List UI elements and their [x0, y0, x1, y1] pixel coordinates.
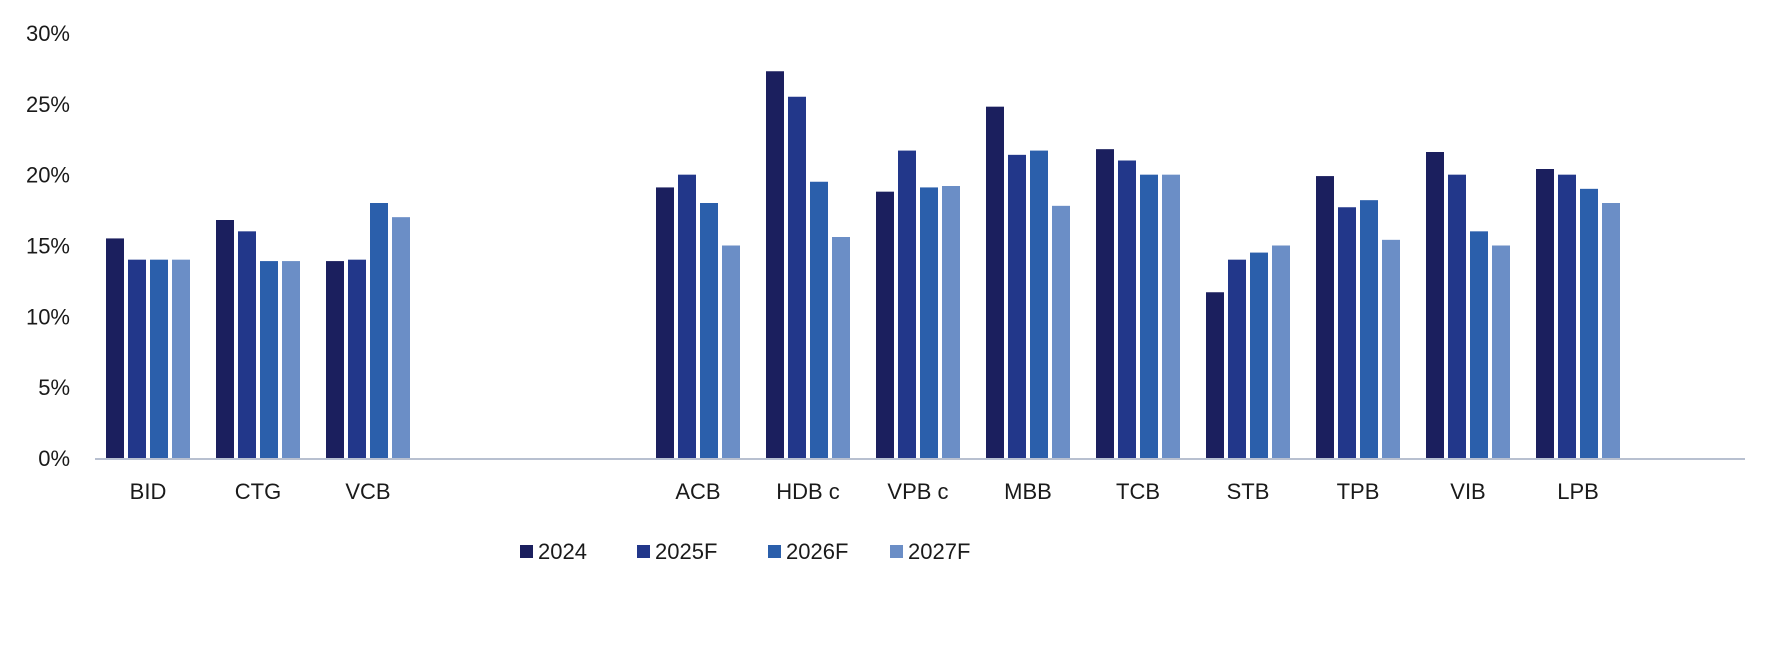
- bar-ctg-2024: [216, 220, 234, 458]
- bar-mbb-2027f: [1052, 205, 1070, 458]
- bar-vib-2025f: [1448, 174, 1466, 458]
- bar-mbb-2024: [986, 106, 1004, 459]
- bar-acb-2027f: [722, 245, 740, 458]
- legend-item: 2026F: [768, 539, 848, 564]
- y-tick-label: 10%: [26, 304, 70, 329]
- bar-vib-2024: [1426, 152, 1444, 458]
- x-tick-label: LPB: [1557, 479, 1599, 504]
- legend-swatch: [637, 545, 650, 558]
- bar-vcb-2024: [326, 261, 344, 458]
- bar-bid-2027f: [172, 259, 190, 458]
- x-tick-label: HDB c: [776, 479, 840, 504]
- bar-lpb-2026f: [1580, 188, 1598, 459]
- bar-hdb-c-2026f: [810, 181, 828, 458]
- y-tick-label: 20%: [26, 163, 70, 188]
- x-tick-label: VPB c: [887, 479, 948, 504]
- bar-stb-2027f: [1272, 245, 1290, 458]
- legend-label: 2027F: [908, 539, 970, 564]
- bar-ctg-2027f: [282, 261, 300, 458]
- bar-bid-2025f: [128, 259, 146, 458]
- bar-lpb-2024: [1536, 169, 1554, 458]
- bar-ctg-2026f: [260, 261, 278, 458]
- bar-acb-2025f: [678, 174, 696, 458]
- x-tick-label: VIB: [1450, 479, 1485, 504]
- x-tick-label: TPB: [1337, 479, 1380, 504]
- bar-stb-2026f: [1250, 252, 1268, 458]
- bar-tpb-2024: [1316, 176, 1334, 459]
- legend-item: 2027F: [890, 539, 970, 564]
- bar-bid-2024: [106, 238, 124, 458]
- bar-acb-2026f: [700, 203, 718, 458]
- bar-ctg-2025f: [238, 231, 256, 458]
- bar-vpb-c-2026f: [920, 187, 938, 458]
- y-tick-label: 5%: [38, 375, 70, 400]
- y-tick-label: 15%: [26, 234, 70, 259]
- bar-tpb-2026f: [1360, 200, 1378, 458]
- bar-stb-2024: [1206, 292, 1224, 458]
- y-tick-label: 30%: [26, 21, 70, 46]
- x-tick-label: ACB: [675, 479, 720, 504]
- bar-vpb-c-2025f: [898, 150, 916, 459]
- bar-mbb-2026f: [1030, 150, 1048, 459]
- bar-tcb-2025f: [1118, 160, 1136, 458]
- legend-label: 2026F: [786, 539, 848, 564]
- bar-vib-2027f: [1492, 245, 1510, 458]
- legend-swatch: [768, 545, 781, 558]
- x-tick-label: BID: [130, 479, 167, 504]
- x-axis: BID CTG VCB ACB HDB c VPB c MBB TCB STB TPB VIB LPB: [130, 479, 1599, 504]
- bar-bid-2026f: [150, 259, 168, 458]
- bar-stb-2025f: [1228, 259, 1246, 458]
- y-axis: 0% 5% 10% 15% 20% 25% 30%: [26, 21, 70, 471]
- bar-lpb-2025f: [1558, 174, 1576, 458]
- bar-tpb-2027f: [1382, 239, 1400, 458]
- legend-swatch: [520, 545, 533, 558]
- y-tick-label: 0%: [38, 446, 70, 471]
- x-tick-label: VCB: [345, 479, 390, 504]
- bar-lpb-2027f: [1602, 203, 1620, 458]
- legend-item: 2024: [520, 539, 587, 564]
- legend-label: 2025F: [655, 539, 717, 564]
- bar-vcb-2025f: [348, 259, 366, 458]
- bar-vcb-2026f: [370, 203, 388, 458]
- bar-tcb-2027f: [1162, 174, 1180, 458]
- x-tick-label: MBB: [1004, 479, 1052, 504]
- legend-label: 2024: [538, 539, 587, 564]
- bar-vib-2026f: [1470, 231, 1488, 458]
- x-tick-label: CTG: [235, 479, 281, 504]
- y-tick-label: 25%: [26, 92, 70, 117]
- bar-hdb-c-2027f: [832, 237, 850, 458]
- bar-hdb-c-2025f: [788, 96, 806, 458]
- bar-vcb-2027f: [392, 217, 410, 458]
- bars: [106, 71, 1620, 459]
- legend-item: 2025F: [637, 539, 717, 564]
- x-tick-label: TCB: [1116, 479, 1160, 504]
- bar-acb-2024: [656, 187, 674, 458]
- x-tick-label: STB: [1227, 479, 1270, 504]
- bar-tcb-2024: [1096, 149, 1114, 458]
- bar-vpb-c-2027f: [942, 186, 960, 458]
- legend: 2024 2025F 2026F 2027F: [520, 539, 970, 564]
- bar-tcb-2026f: [1140, 174, 1158, 458]
- bar-vpb-c-2024: [876, 191, 894, 458]
- bar-mbb-2025f: [1008, 154, 1026, 459]
- bar-tpb-2025f: [1338, 207, 1356, 458]
- legend-swatch: [890, 545, 903, 558]
- bar-hdb-c-2024: [766, 71, 784, 458]
